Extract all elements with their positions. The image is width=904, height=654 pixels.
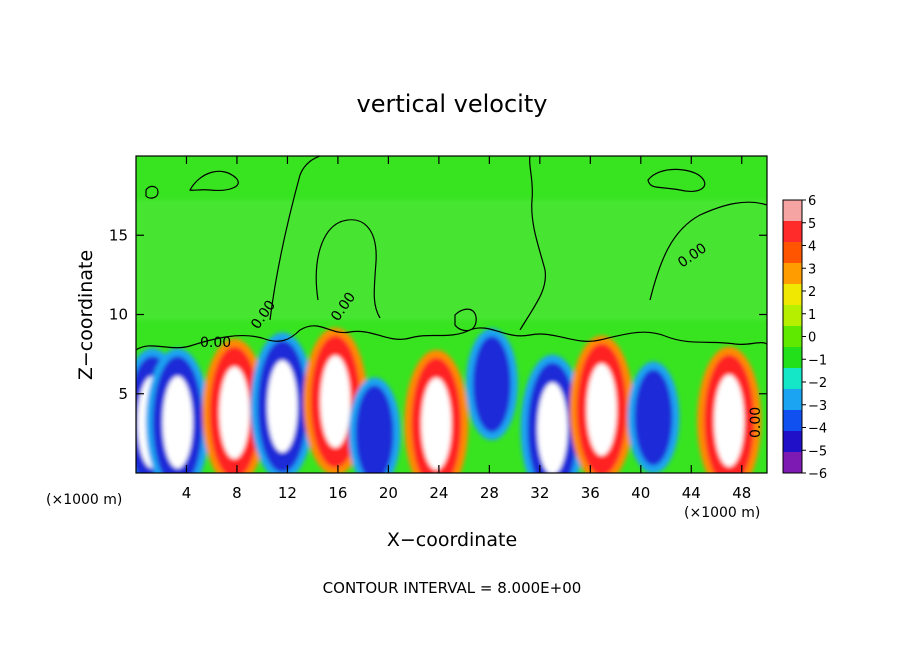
- x-tick-label: 8: [232, 484, 242, 502]
- x-unit-label-right: (×1000 m): [684, 505, 760, 521]
- x-tick-label: 40: [631, 484, 650, 502]
- contour-label: 0.00: [200, 335, 231, 351]
- colorbar-swatch: [783, 452, 802, 474]
- zero-contours: [136, 156, 767, 351]
- colorbar-tick-label: 3: [808, 262, 816, 277]
- colorbar-tick-label: 0: [808, 331, 816, 346]
- colorbar-tick-label: 2: [808, 285, 816, 300]
- x-tick-label: 20: [379, 484, 398, 502]
- colorbar-swatch: [783, 326, 802, 348]
- y-tick-label: 15: [109, 226, 128, 244]
- colorbar-swatch: [783, 389, 802, 411]
- colorbar-tick-label: −1: [808, 353, 827, 368]
- x-axis-ticks: 4 8 12 16 20 24 28 32 36 40 44 48: [182, 156, 751, 502]
- plot-area: [136, 156, 767, 473]
- colorbar-tick-label: −3: [808, 399, 827, 414]
- cell-core: [537, 382, 568, 473]
- chart-title: vertical velocity: [357, 90, 548, 118]
- colorbar-swatch: [783, 263, 802, 285]
- y-axis-ticks: 5 10 15: [109, 226, 767, 403]
- x-tick-label: 24: [429, 484, 448, 502]
- colorbar-swatch: [783, 431, 802, 453]
- zero-contour-right: [649, 201, 767, 301]
- x-tick-label: 16: [328, 484, 347, 502]
- cell-core: [714, 374, 745, 467]
- colorbar-swatch: [783, 221, 802, 243]
- contour-interval-note: CONTOUR INTERVAL = 8.000E+00: [323, 579, 582, 597]
- downdraft-cell: [465, 328, 518, 441]
- updraft-cell: [697, 346, 762, 473]
- colorbar-swatch: [783, 410, 802, 432]
- updraft-cell: [202, 338, 267, 473]
- cell-core: [219, 366, 250, 459]
- colorbar-swatch: [783, 368, 802, 390]
- colorbar-tick-label: 5: [808, 217, 816, 232]
- x-tick-label: 44: [682, 484, 701, 502]
- zero-contour-low: [136, 325, 767, 351]
- x-tick-label: 48: [732, 484, 751, 502]
- zero-contour-top-left: [189, 170, 239, 191]
- colorbar-swatch: [783, 242, 802, 264]
- colorbar-tick-label: 6: [808, 194, 816, 209]
- colorbar-swatch: [783, 347, 802, 369]
- x-unit-label-left: (×1000 m): [46, 492, 122, 508]
- colorbar: 6 5 4 3 2 1 0 −1 −2 −3 −4 −5 −6: [782, 194, 827, 482]
- zero-contour-mid-loop: [454, 308, 477, 332]
- colorbar-tick-label: 4: [808, 240, 816, 255]
- cell-core: [320, 355, 351, 448]
- cell-core: [586, 363, 617, 456]
- upper-light-band: [136, 200, 767, 320]
- colorbar-tick-label: −4: [808, 422, 827, 437]
- y-axis-label: Z−coordinate: [75, 250, 97, 380]
- zero-contour-small-ring: [145, 185, 159, 199]
- x-tick-label: 32: [530, 484, 549, 502]
- cell-mid: [355, 385, 394, 473]
- zero-contour-top-right: [647, 168, 706, 192]
- zero-contour-tower-center: [519, 156, 547, 331]
- colorbar-swatch: [783, 200, 802, 222]
- zero-contour-tower-left: [269, 156, 321, 321]
- colorbar-tick-label: −6: [808, 467, 827, 482]
- cell-core: [162, 376, 193, 469]
- updraft-cell: [404, 349, 469, 473]
- downdraft-cell: [520, 354, 585, 473]
- cell-core: [421, 377, 452, 470]
- x-tick-label: 12: [278, 484, 297, 502]
- updraft-cell: [569, 335, 634, 473]
- downdraft-cell: [348, 377, 401, 473]
- colorbar-swatch: [783, 284, 802, 306]
- colorbar-swatch: [783, 305, 802, 327]
- x-tick-label: 28: [480, 484, 499, 502]
- velocity-cells: [136, 327, 762, 473]
- colorbar-tick-label: 1: [808, 308, 816, 323]
- cell-mid: [472, 336, 511, 433]
- y-tick-label: 5: [118, 385, 128, 403]
- cell-mid: [634, 369, 673, 466]
- downdraft-cell: [627, 361, 680, 473]
- x-tick-label: 36: [581, 484, 600, 502]
- y-tick-label: 10: [109, 306, 128, 324]
- x-tick-label: 4: [182, 484, 192, 502]
- zero-contour-tower-mid: [315, 219, 381, 319]
- downdraft-cell: [145, 348, 210, 473]
- colorbar-tick-label: −2: [808, 376, 827, 391]
- downdraft-cell: [250, 332, 315, 473]
- cell-core: [267, 360, 298, 453]
- contour-label: 0.00: [748, 407, 764, 438]
- x-axis-label: X−coordinate: [387, 529, 517, 551]
- colorbar-tick-label: −5: [808, 444, 827, 459]
